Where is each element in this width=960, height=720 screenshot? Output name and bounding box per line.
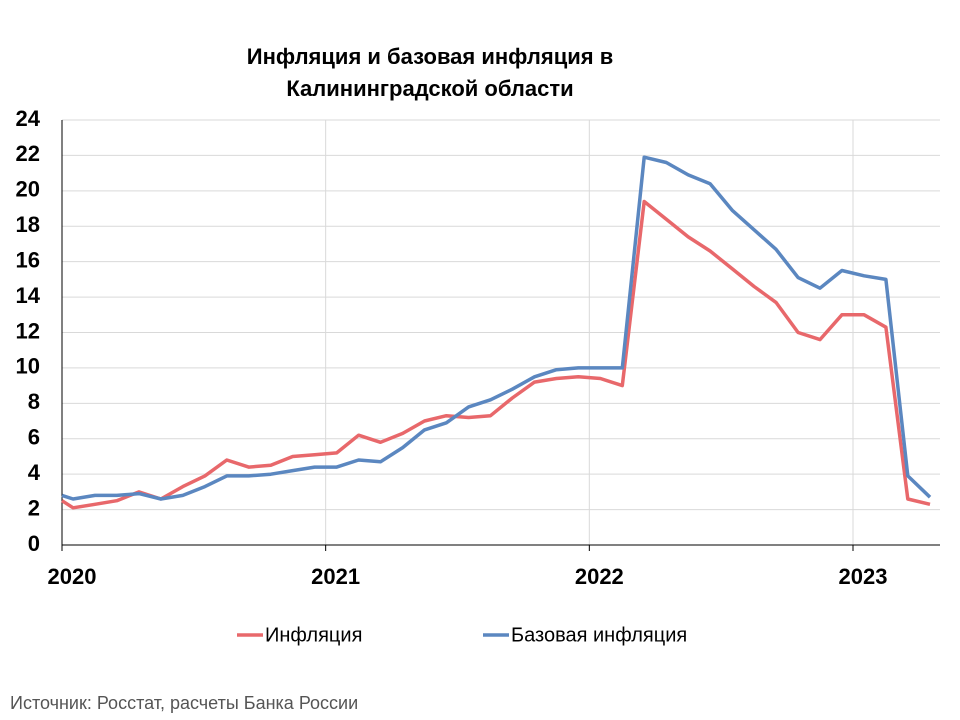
x-tick-label: 2022 (575, 564, 624, 589)
y-tick-label: 14 (16, 283, 41, 308)
y-tick-label: 18 (16, 212, 40, 237)
chart-title: Инфляция и базовая инфляция в (247, 44, 613, 69)
x-tick-label: 2020 (48, 564, 97, 589)
y-tick-label: 12 (16, 318, 40, 343)
chart-title: Калининградской области (286, 76, 573, 101)
y-tick-label: 2 (28, 495, 40, 520)
y-tick-label: 10 (16, 354, 40, 379)
y-tick-label: 16 (16, 247, 40, 272)
y-tick-label: 8 (28, 389, 40, 414)
y-tick-label: 0 (28, 531, 40, 556)
series-line (61, 155, 932, 501)
y-tick-label: 22 (16, 141, 40, 166)
series-line (61, 199, 931, 510)
y-tick-label: 4 (28, 460, 41, 485)
x-tick-label: 2023 (839, 564, 888, 589)
legend-label: Базовая инфляция (511, 624, 687, 646)
y-tick-label: 20 (16, 177, 40, 202)
legend-label: Инфляция (265, 624, 362, 646)
y-tick-label: 24 (16, 106, 41, 131)
source-note: Источник: Росстат, расчеты Банка России (10, 693, 358, 713)
x-tick-label: 2021 (311, 564, 360, 589)
y-tick-label: 6 (28, 425, 40, 450)
